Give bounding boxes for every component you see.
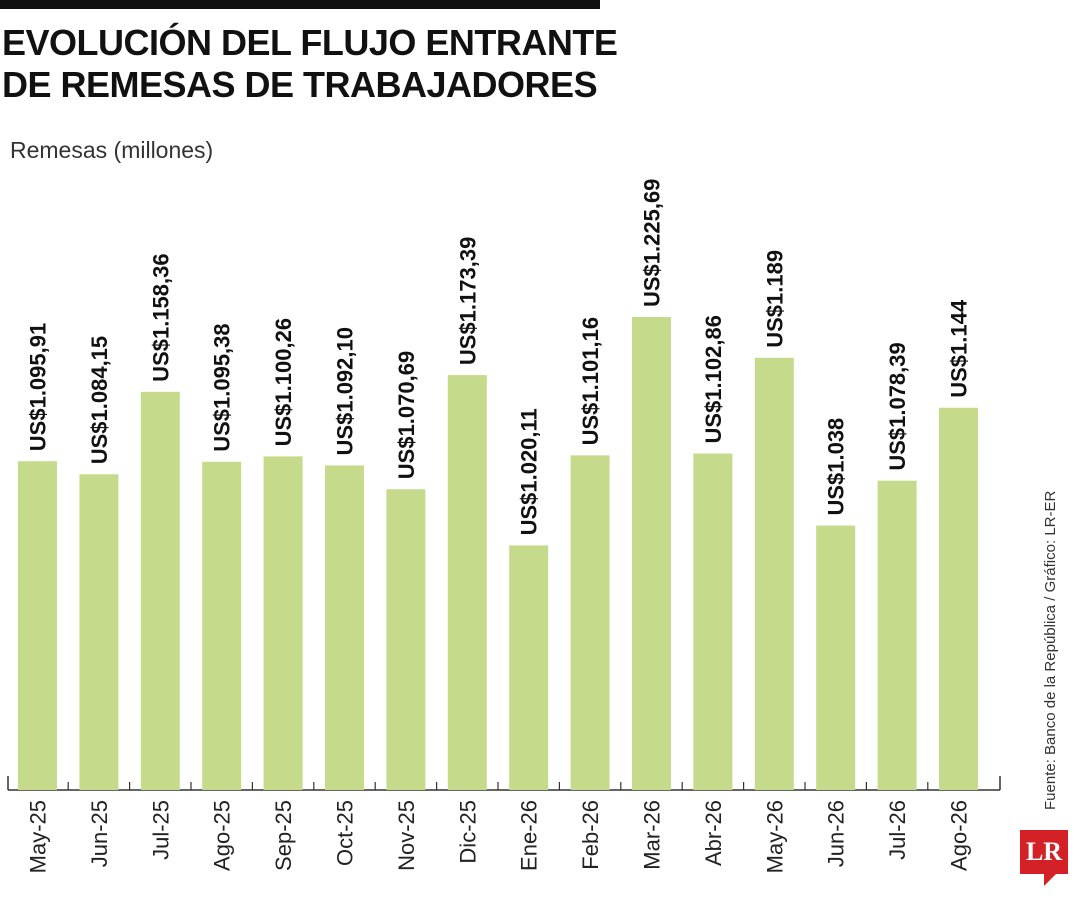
value-label: US$1.102,86 — [701, 315, 726, 443]
x-tick-label: Oct-25 — [333, 800, 358, 866]
chart-title: EVOLUCIÓN DEL FLUJO ENTRANTE DE REMESAS … — [2, 22, 618, 106]
x-tick-label: Mar-26 — [640, 800, 665, 870]
bar-may-25 — [18, 461, 57, 790]
bar-oct-25 — [325, 465, 364, 790]
bar-nov-25 — [386, 489, 426, 790]
y-axis-label: Remesas (millones) — [10, 137, 214, 163]
bar-jun-25 — [79, 474, 119, 790]
bar-ago-26 — [939, 407, 978, 790]
x-tick-label: Jul-25 — [148, 800, 173, 860]
chart-title-line-1: EVOLUCIÓN DEL FLUJO ENTRANTE — [2, 22, 618, 63]
value-label: US$1.158,36 — [148, 253, 173, 381]
x-tick-label: Dic-25 — [455, 800, 480, 864]
bar-ene-26 — [509, 545, 549, 790]
top-rule — [0, 0, 600, 9]
value-label: US$1.095,91 — [26, 323, 51, 451]
lr-logo: LR — [1020, 830, 1068, 874]
x-tick-label: Nov-25 — [394, 800, 419, 871]
lr-logo-tail — [1044, 874, 1056, 886]
value-label: US$1.095,38 — [210, 323, 235, 451]
x-tick-label: Sep-25 — [271, 800, 296, 871]
x-tick-label: Ago-25 — [210, 800, 235, 871]
bar-abr-26 — [693, 453, 733, 790]
value-label: US$1.038 — [824, 418, 849, 516]
value-label: US$1.084,15 — [87, 336, 112, 464]
x-tick-label: Jun-25 — [87, 800, 112, 867]
value-label: US$1.020,11 — [517, 408, 542, 535]
bar-ago-25 — [202, 461, 242, 790]
x-tick-label: Feb-26 — [578, 800, 603, 870]
value-label: US$1.101,16 — [578, 317, 603, 445]
source-note: Fuente: Banco de la República / Gráfico:… — [1042, 491, 1062, 810]
value-label: US$1.100,26 — [271, 318, 296, 446]
value-label: US$1.078,39 — [885, 342, 910, 470]
x-tick-label: Ene-26 — [517, 800, 542, 871]
value-label: US$1.070,69 — [394, 351, 419, 479]
value-label: US$1.173,39 — [455, 237, 480, 365]
bar-mar-26 — [632, 317, 671, 790]
bar-sep-25 — [263, 456, 303, 790]
x-tick-label: Jun-26 — [824, 800, 849, 867]
x-tick-label: Ago-26 — [947, 800, 972, 871]
x-tick-label: May-26 — [762, 800, 787, 873]
bar-feb-26 — [570, 455, 610, 790]
bar-dic-25 — [447, 375, 487, 790]
bar-jun-26 — [816, 525, 856, 790]
x-tick-label: May-25 — [26, 800, 51, 873]
bar-jul-26 — [877, 480, 917, 790]
value-label: US$1.144 — [947, 299, 972, 398]
source-text: Fuente: Banco de la República / Gráfico:… — [1042, 490, 1059, 810]
value-label: US$1.092,10 — [333, 327, 358, 455]
bar-jul-25 — [140, 391, 180, 790]
value-label: US$1.225,69 — [640, 179, 665, 307]
chart-title-line-2: DE REMESAS DE TRABAJADORES — [2, 64, 598, 105]
value-label: US$1.189 — [762, 250, 787, 348]
x-tick-label: Abr-26 — [701, 800, 726, 866]
x-tick-label: Jul-26 — [885, 800, 910, 860]
bar-may-26 — [754, 357, 794, 790]
